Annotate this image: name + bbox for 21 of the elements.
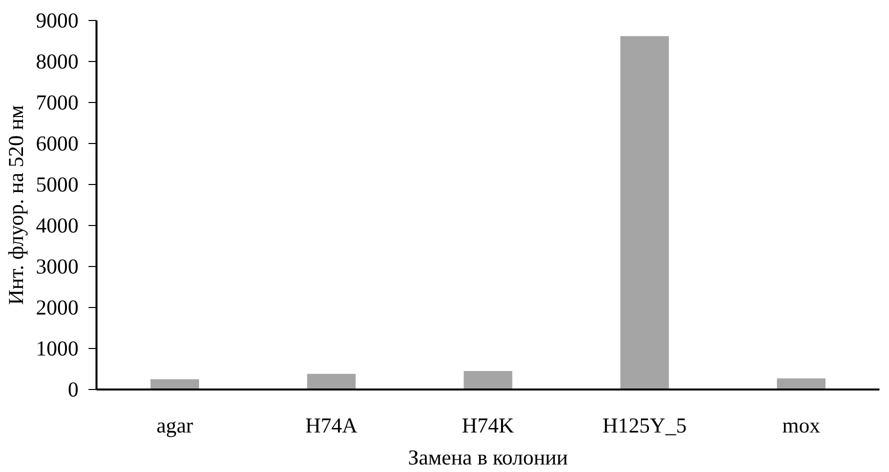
x-tick-label: mox — [782, 414, 820, 438]
x-tick-label: H74A — [305, 414, 358, 438]
y-tick-label: 4000 — [36, 214, 78, 238]
x-axis-title: Замена в колонии — [408, 446, 568, 470]
bar — [307, 374, 356, 390]
y-tick-label: 5000 — [36, 172, 78, 196]
x-tick-label: H74K — [462, 414, 515, 438]
y-tick-label: 6000 — [36, 132, 78, 156]
y-tick-label: 7000 — [36, 90, 78, 114]
y-tick-label: 8000 — [36, 50, 78, 74]
bar — [620, 36, 669, 390]
bar — [776, 378, 826, 390]
y-tick-label: 3000 — [36, 254, 78, 278]
y-tick-label: 9000 — [36, 8, 78, 32]
y-tick-label: 1000 — [36, 336, 78, 360]
x-tick-label: agar — [156, 414, 194, 438]
y-tick-label: 0 — [68, 378, 79, 402]
x-tick-label: H125Y_5 — [602, 414, 687, 438]
y-axis-title: Инт. флуор. на 520 нм — [4, 105, 28, 305]
y-tick-label: 2000 — [36, 296, 78, 320]
bar — [464, 371, 512, 390]
